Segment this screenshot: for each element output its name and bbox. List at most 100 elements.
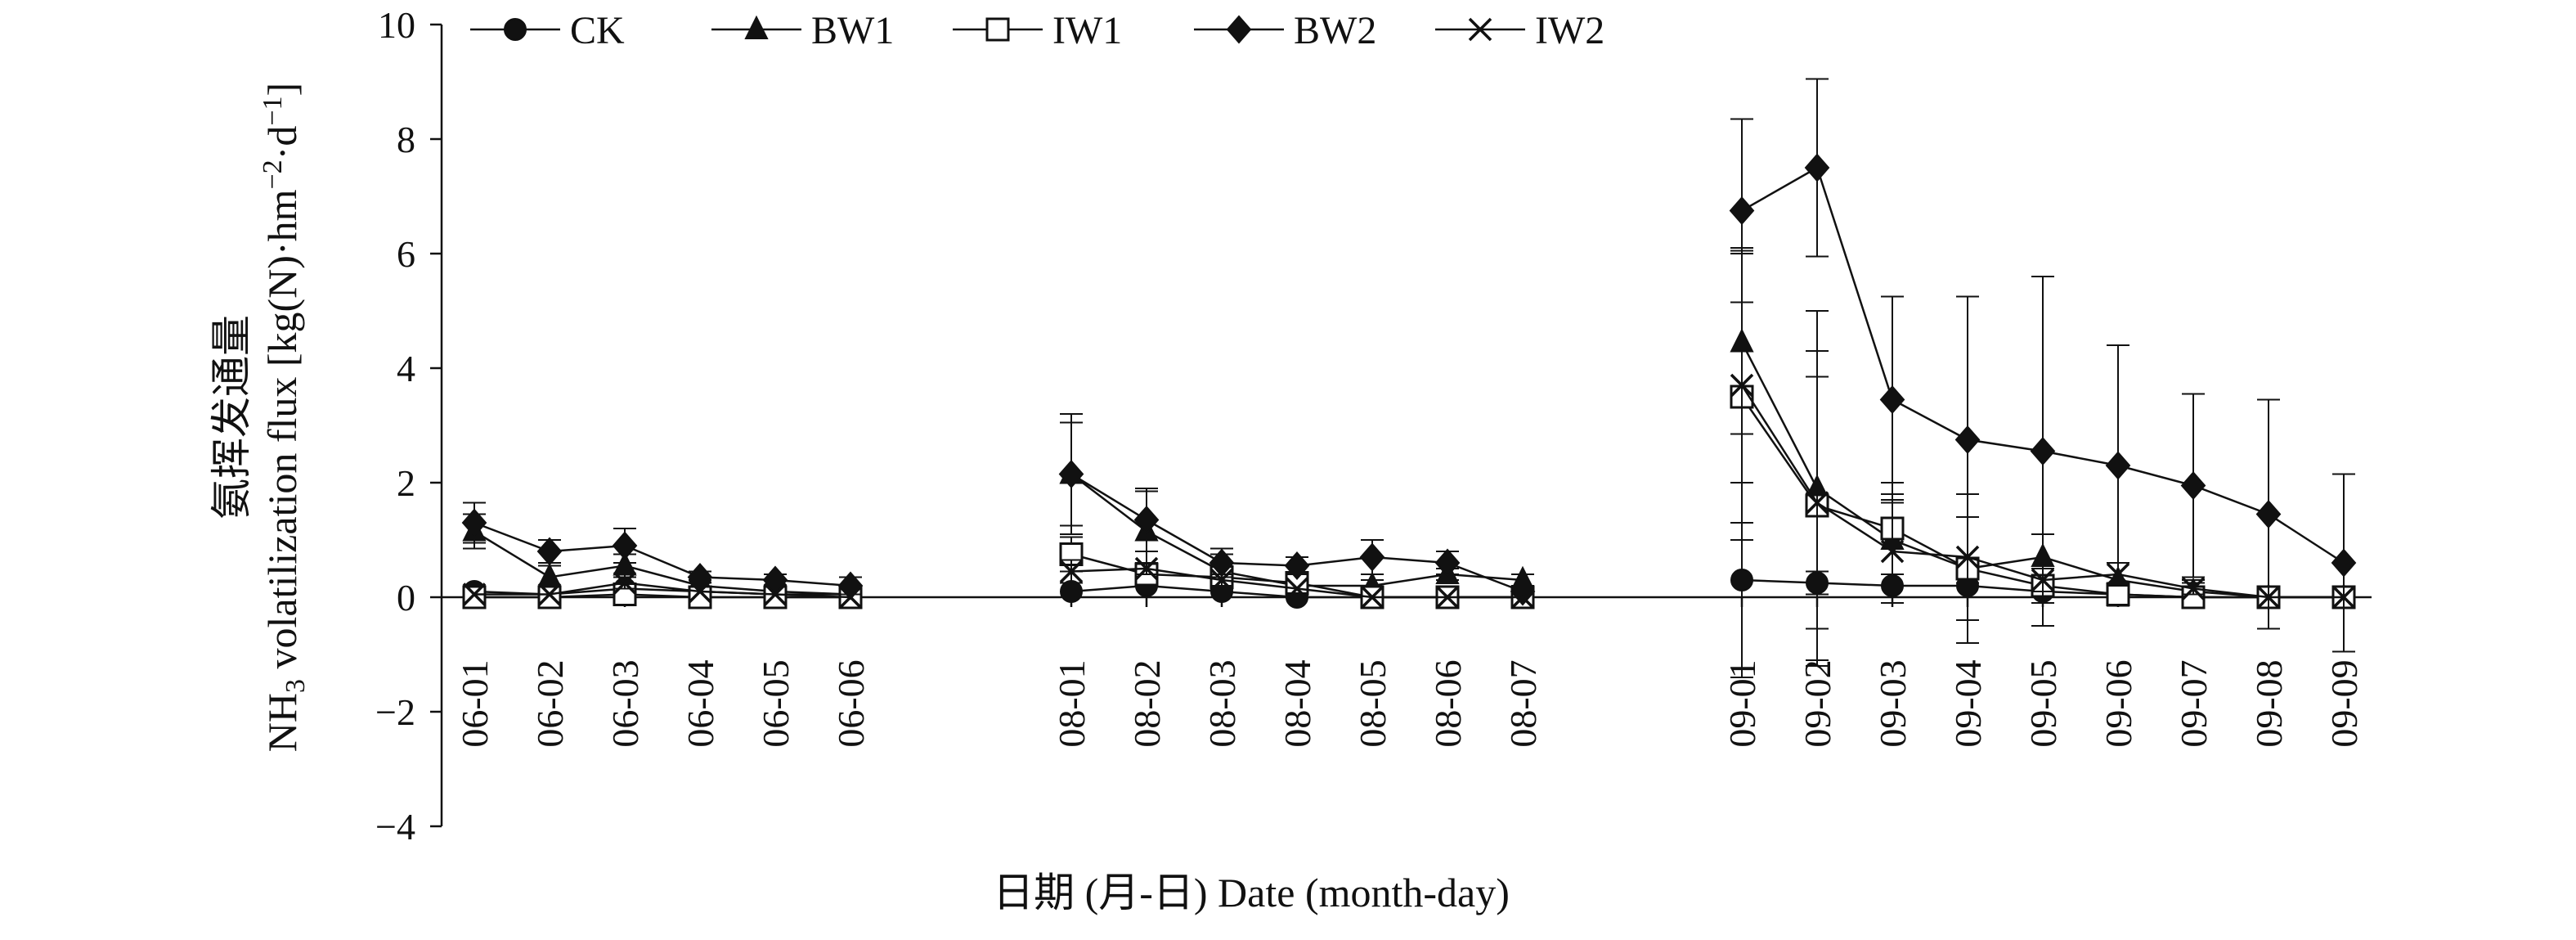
data-point-iw2 xyxy=(2256,585,2281,609)
series-layer xyxy=(461,78,2357,678)
y-tick-label: −2 xyxy=(375,691,415,733)
data-point-iw2 xyxy=(1134,556,1159,581)
y-tick-label: 8 xyxy=(397,119,415,160)
legend-label: IW1 xyxy=(1052,9,1122,52)
y-axis-title: NH3 volatilization flux [kg(N)·hm−2·d−1] xyxy=(258,83,311,752)
data-point-iw2-stroke xyxy=(688,579,712,604)
legend-item-bw2: BW2 xyxy=(1194,9,1376,52)
x-tick-label: 08-02 xyxy=(1126,659,1168,747)
legend: CK BW1 IW1 BW2 IW2 xyxy=(470,9,1604,52)
legend-label: BW2 xyxy=(1294,9,1376,52)
x-tick-label: 09-04 xyxy=(1947,659,1989,747)
data-point-bw1 xyxy=(613,551,637,576)
data-point-bw2 xyxy=(1434,548,1461,578)
data-point-bw2 xyxy=(536,537,563,566)
data-point-bw2 xyxy=(612,531,638,560)
data-point-iw2-stroke xyxy=(537,582,562,606)
y-axis-title-cn: 氨挥发通量 xyxy=(209,315,254,519)
y-axis-title-superscript: −2 xyxy=(258,160,288,189)
x-tick-label: 09-02 xyxy=(1797,659,1838,747)
data-point-bw2 xyxy=(1804,153,1830,182)
data-point-iw2 xyxy=(1209,568,1234,592)
data-point-iw1 xyxy=(537,585,562,609)
legend-marker-ck xyxy=(504,18,527,41)
data-point-iw2-stroke xyxy=(1955,545,1980,569)
x-tick-label: 09-03 xyxy=(1872,659,1914,747)
data-point-bw2 xyxy=(2030,436,2056,466)
data-point-bw2 xyxy=(2331,548,2357,578)
data-point-ck xyxy=(1730,569,1753,591)
data-point-iw2 xyxy=(1730,373,1754,398)
data-point-iw2-stroke xyxy=(763,582,788,606)
data-point-iw2-stroke xyxy=(1360,585,1384,609)
x-tick-label: 06-02 xyxy=(529,659,571,747)
data-point-iw2 xyxy=(613,571,637,595)
series-bw1 xyxy=(462,250,2356,667)
data-point-bw2 xyxy=(1133,505,1160,535)
legend-marker-iw1 xyxy=(985,17,1010,42)
legend-label: IW2 xyxy=(1535,9,1604,52)
x-tick-label: 08-05 xyxy=(1352,659,1393,747)
data-point-bw2 xyxy=(2180,470,2206,501)
y-axis-title-superscript: −1 xyxy=(258,96,288,125)
data-point-iw2-stroke xyxy=(1510,585,1535,609)
x-tick-label: 09-08 xyxy=(2248,659,2290,747)
series-iw2 xyxy=(462,247,2356,630)
x-tick-label: 09-05 xyxy=(2022,659,2064,747)
legend-item-bw1: BW1 xyxy=(711,9,894,52)
series-line-iw1 xyxy=(474,593,850,599)
legend-label: BW1 xyxy=(811,9,894,52)
data-point-iw2 xyxy=(1805,491,1829,515)
data-point-bw2 xyxy=(2255,499,2282,529)
data-point-bw2 xyxy=(1729,196,1755,226)
data-point-iw2 xyxy=(2181,577,2206,600)
data-point-bw2 xyxy=(2105,451,2131,480)
x-tick-label: 08-03 xyxy=(1201,659,1243,747)
data-point-bw2 xyxy=(1954,425,1981,455)
legend-marker-bw1 xyxy=(744,15,769,39)
y-tick-label: −4 xyxy=(375,806,415,848)
x-tick-label: 06-03 xyxy=(604,659,646,747)
y-axis-title-group: 氨挥发通量 NH3 volatilization flux [kg(N)·hm−… xyxy=(209,83,311,752)
data-point-iw2-stroke xyxy=(1730,373,1754,398)
axes: −4 −2 0 2 4 6 8 10 06-01 06-02 06-03 06-04 06-05 06-0… xyxy=(375,4,2372,848)
data-point-bw2 xyxy=(1058,459,1084,489)
x-tick-label: 09-07 xyxy=(2173,659,2215,747)
legend-marker-iw2-stroke xyxy=(1468,17,1492,42)
data-point-iw2-stroke xyxy=(1209,568,1234,592)
data-point-iw2-stroke xyxy=(613,571,637,595)
data-point-iw2 xyxy=(1510,585,1535,609)
y-axis-title-part: NH xyxy=(259,693,305,752)
y-tick-label: 10 xyxy=(378,4,415,46)
data-point-iw2-stroke xyxy=(1134,556,1159,581)
x-tick-label: 09-06 xyxy=(2098,659,2139,747)
data-point-iw2-stroke xyxy=(838,585,863,609)
data-point-iw2-stroke xyxy=(1805,491,1829,515)
x-tick-label: 08-07 xyxy=(1502,659,1544,747)
data-point-iw2-stroke xyxy=(462,582,487,606)
data-point-iw2-stroke xyxy=(1285,577,1309,600)
x-axis-title: 日期 (月-日) Date (month-day) xyxy=(993,870,1510,915)
data-point-iw2 xyxy=(462,582,487,606)
data-point-iw2 xyxy=(688,579,712,604)
data-point-iw2-stroke xyxy=(2181,577,2206,600)
series-line-bw2 xyxy=(473,521,851,587)
data-point-iw2-stroke xyxy=(1059,560,1084,583)
x-tick-label: 06-05 xyxy=(755,659,797,747)
data-point-bw2 xyxy=(461,508,487,537)
legend-item-iw2: IW2 xyxy=(1435,9,1604,52)
data-point-iw2 xyxy=(838,585,863,609)
data-point-iw2 xyxy=(1360,585,1384,609)
data-point-iw2-stroke xyxy=(1880,539,1905,564)
data-point-iw2 xyxy=(1880,539,1905,564)
data-point-iw2-stroke xyxy=(2331,585,2356,609)
y-axis-title-part: volatilization flux [kg(N)·hm xyxy=(259,189,305,679)
legend-item-iw1: IW1 xyxy=(953,9,1122,52)
series-line-iw2 xyxy=(474,582,851,599)
data-point-iw2-stroke xyxy=(2031,568,2055,592)
data-point-iw1 xyxy=(462,585,487,609)
series-line-bw1 xyxy=(473,530,851,596)
y-tick-label: 2 xyxy=(397,462,415,504)
